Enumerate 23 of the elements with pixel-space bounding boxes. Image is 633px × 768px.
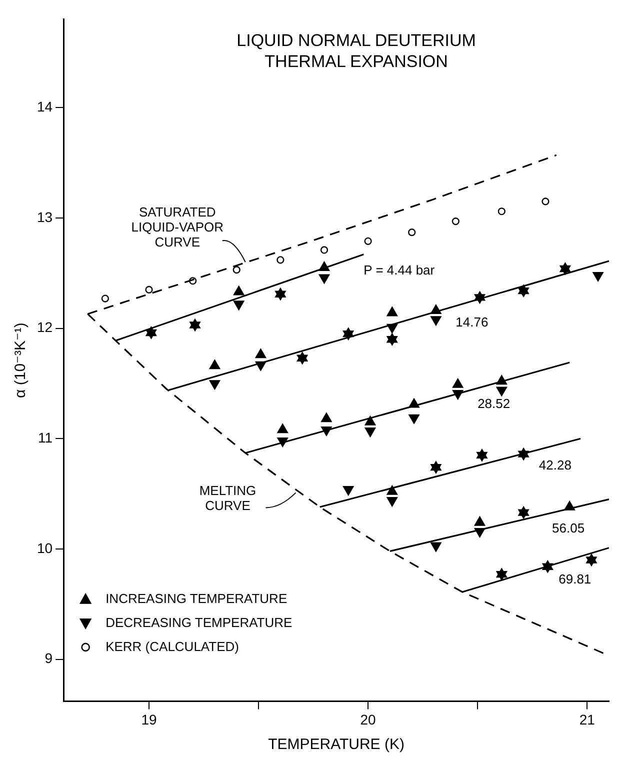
annotation: MELTING CURVE xyxy=(199,482,256,513)
x-tick-label: 21 xyxy=(579,711,596,728)
annotation: SATURATED LIQUID-VAPOR CURVE xyxy=(131,204,224,250)
annotation: 69.81 xyxy=(558,571,592,586)
x-tick-label: 20 xyxy=(360,711,376,728)
annotation: 14.76 xyxy=(456,314,488,330)
y-tick-label: 10 xyxy=(36,540,53,556)
y-tick-label: 13 xyxy=(36,208,53,225)
y-tick-label: 9 xyxy=(44,650,53,666)
y-tick-label: 12 xyxy=(36,319,53,336)
legend-label: DECREASING TEMPERATURE xyxy=(106,614,293,630)
legend-label: INCREASING TEMPERATURE xyxy=(106,590,288,606)
legend-label: KERR (CALCULATED) xyxy=(106,638,239,654)
y-axis-title: α (10⁻³K⁻¹) xyxy=(12,322,30,398)
y-tick-label: 11 xyxy=(38,429,53,446)
annotation: P = 4.44 bar xyxy=(364,262,436,278)
x-tick-label: 19 xyxy=(141,711,157,728)
annotation: 28.52 xyxy=(478,396,510,411)
annotation: 56.05 xyxy=(552,520,585,536)
x-axis-title: TEMPERATURE (K) xyxy=(268,736,404,754)
annotation: 42.28 xyxy=(538,458,572,473)
text: LIQUID NORMAL DEUTERIUM THERMAL EXPANSION xyxy=(236,31,476,72)
y-tick-label: 14 xyxy=(36,98,53,115)
